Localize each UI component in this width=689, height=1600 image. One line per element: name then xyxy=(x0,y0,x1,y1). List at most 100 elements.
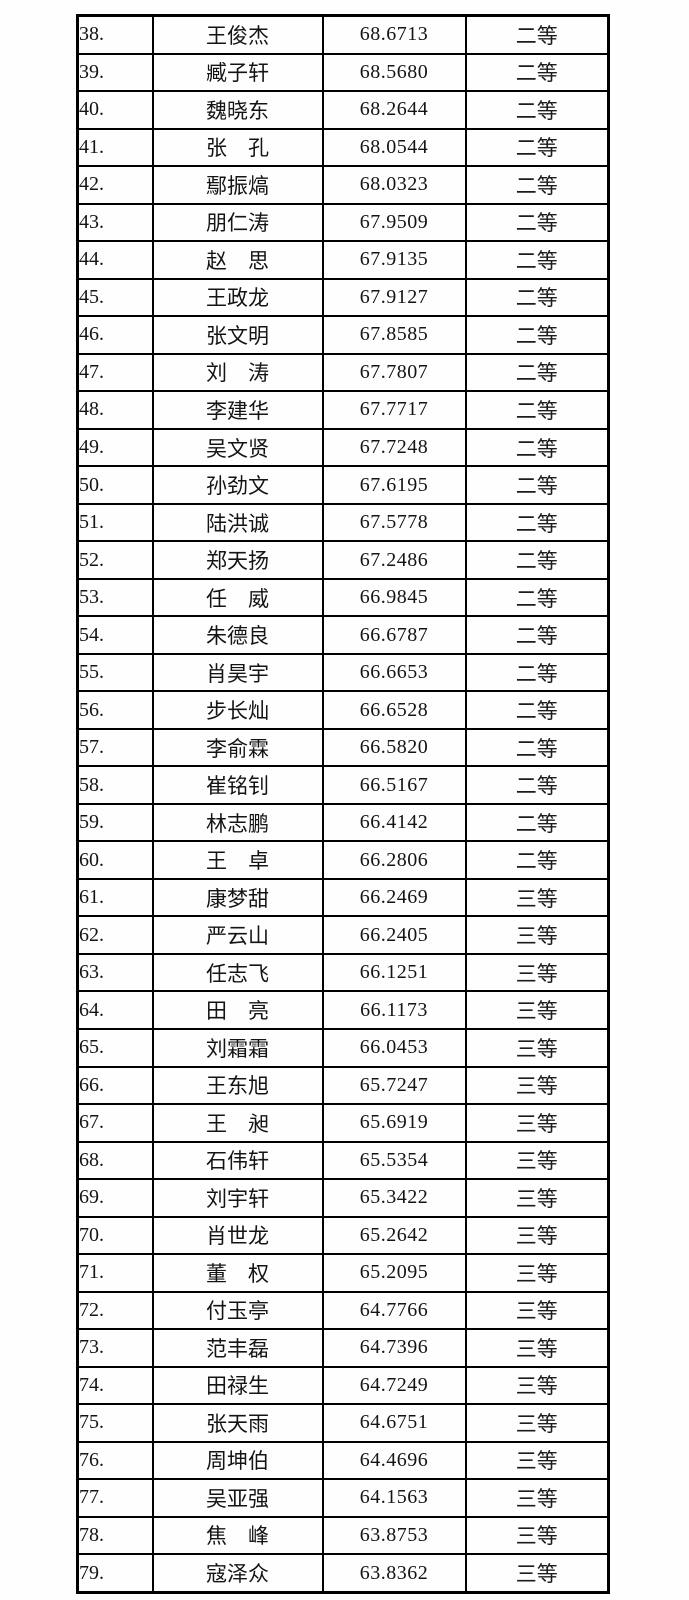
table-row: 73. 范丰磊 64.7396 三等 xyxy=(76,1328,610,1368)
rank-cell: 64. xyxy=(76,990,154,1030)
score-cell: 67.6195 xyxy=(321,465,467,505)
name-cell: 范丰磊 xyxy=(151,1328,324,1368)
table-row: 57. 李俞霖 66.5820 二等 xyxy=(76,727,610,768)
name-cell: 康梦甜 xyxy=(151,877,324,918)
score-cell: 66.5167 xyxy=(321,765,467,805)
table-row: 45. 王政龙 67.9127 二等 xyxy=(76,277,610,318)
table-row: 76. 周坤伯 64.4696 三等 xyxy=(76,1440,610,1481)
name-cell: 李俞霖 xyxy=(151,727,324,768)
rank-cell: 53. xyxy=(76,577,154,618)
grade-cell: 二等 xyxy=(464,690,610,730)
table-row: 54. 朱德良 66.6787 二等 xyxy=(76,615,610,655)
rank-cell: 39. xyxy=(76,52,154,93)
name-cell: 王 昶 xyxy=(151,1103,324,1143)
score-cell: 66.2469 xyxy=(321,877,467,918)
score-cell: 66.1251 xyxy=(321,952,467,993)
rank-cell: 71. xyxy=(76,1253,154,1293)
table-row: 58. 崔铭钊 66.5167 二等 xyxy=(76,765,610,805)
grade-cell: 三等 xyxy=(464,1178,610,1218)
name-cell: 朱德良 xyxy=(151,615,324,655)
grade-cell: 二等 xyxy=(464,14,610,55)
grade-cell: 三等 xyxy=(464,1515,610,1556)
grade-cell: 二等 xyxy=(464,240,610,280)
score-cell: 66.6528 xyxy=(321,690,467,730)
rank-cell: 40. xyxy=(76,90,154,130)
score-cell: 67.9509 xyxy=(321,202,467,243)
rank-cell: 54. xyxy=(76,615,154,655)
grade-cell: 三等 xyxy=(464,1290,610,1331)
name-cell: 鄢振熇 xyxy=(151,165,324,205)
grade-cell: 三等 xyxy=(464,877,610,918)
name-cell: 吴文贤 xyxy=(151,427,324,468)
rank-cell: 59. xyxy=(76,802,154,843)
rank-cell: 78. xyxy=(76,1515,154,1556)
rank-cell: 51. xyxy=(76,502,154,543)
score-cell: 65.6919 xyxy=(321,1103,467,1143)
name-cell: 田禄生 xyxy=(151,1365,324,1406)
name-cell: 刘霜霜 xyxy=(151,1028,324,1068)
name-cell: 张天雨 xyxy=(151,1403,324,1443)
rank-cell: 41. xyxy=(76,127,154,168)
table-row: 50. 孙劲文 67.6195 二等 xyxy=(76,465,610,505)
table-row: 71. 董 权 65.2095 三等 xyxy=(76,1253,610,1293)
table-row: 52. 郑天扬 67.2486 二等 xyxy=(76,540,610,580)
rank-cell: 48. xyxy=(76,390,154,430)
score-cell: 64.6751 xyxy=(321,1403,467,1443)
score-cell: 67.7807 xyxy=(321,352,467,393)
ranking-table: 38. 王俊杰 68.6713 二等 39. 臧子轩 68.5680 二等 40… xyxy=(76,14,610,1594)
grade-cell: 二等 xyxy=(464,840,610,880)
score-cell: 68.0544 xyxy=(321,127,467,168)
score-cell: 67.9127 xyxy=(321,277,467,318)
score-cell: 65.7247 xyxy=(321,1065,467,1106)
rank-cell: 50. xyxy=(76,465,154,505)
name-cell: 焦 峰 xyxy=(151,1515,324,1556)
grade-cell: 三等 xyxy=(464,1028,610,1068)
name-cell: 刘 涛 xyxy=(151,352,324,393)
name-cell: 任志飞 xyxy=(151,952,324,993)
grade-cell: 二等 xyxy=(464,352,610,393)
name-cell: 王 卓 xyxy=(151,840,324,880)
grade-cell: 二等 xyxy=(464,90,610,130)
score-cell: 64.1563 xyxy=(321,1478,467,1518)
score-cell: 67.2486 xyxy=(321,540,467,580)
grade-cell: 二等 xyxy=(464,727,610,768)
grade-cell: 三等 xyxy=(464,1440,610,1481)
table-row: 49. 吴文贤 67.7248 二等 xyxy=(76,427,610,468)
table-row: 79. 寇泽众 63.8362 三等 xyxy=(76,1553,610,1594)
grade-cell: 三等 xyxy=(464,1328,610,1368)
name-cell: 林志鹏 xyxy=(151,802,324,843)
name-cell: 刘宇轩 xyxy=(151,1178,324,1218)
table-row: 39. 臧子轩 68.5680 二等 xyxy=(76,52,610,93)
rank-cell: 47. xyxy=(76,352,154,393)
table-row: 72. 付玉亭 64.7766 三等 xyxy=(76,1290,610,1331)
score-cell: 66.2405 xyxy=(321,915,467,955)
table-row: 61. 康梦甜 66.2469 三等 xyxy=(76,877,610,918)
rank-cell: 65. xyxy=(76,1028,154,1068)
rank-cell: 63. xyxy=(76,952,154,993)
table-row: 60. 王 卓 66.2806 二等 xyxy=(76,840,610,880)
grade-cell: 二等 xyxy=(464,202,610,243)
score-cell: 66.0453 xyxy=(321,1028,467,1068)
grade-cell: 二等 xyxy=(464,427,610,468)
rank-cell: 45. xyxy=(76,277,154,318)
table-row: 63. 任志飞 66.1251 三等 xyxy=(76,952,610,993)
rank-cell: 49. xyxy=(76,427,154,468)
score-cell: 67.9135 xyxy=(321,240,467,280)
grade-cell: 三等 xyxy=(464,1253,610,1293)
rank-cell: 56. xyxy=(76,690,154,730)
grade-cell: 三等 xyxy=(464,1215,610,1256)
score-cell: 67.8585 xyxy=(321,315,467,355)
table-row: 69. 刘宇轩 65.3422 三等 xyxy=(76,1178,610,1218)
table-row: 65. 刘霜霜 66.0453 三等 xyxy=(76,1028,610,1068)
rank-cell: 69. xyxy=(76,1178,154,1218)
name-cell: 寇泽众 xyxy=(151,1553,324,1594)
rank-cell: 73. xyxy=(76,1328,154,1368)
rank-cell: 79. xyxy=(76,1553,154,1594)
score-cell: 68.5680 xyxy=(321,52,467,93)
grade-cell: 二等 xyxy=(464,802,610,843)
table-row: 38. 王俊杰 68.6713 二等 xyxy=(76,14,610,55)
score-cell: 66.2806 xyxy=(321,840,467,880)
score-cell: 68.0323 xyxy=(321,165,467,205)
rank-cell: 62. xyxy=(76,915,154,955)
name-cell: 张文明 xyxy=(151,315,324,355)
